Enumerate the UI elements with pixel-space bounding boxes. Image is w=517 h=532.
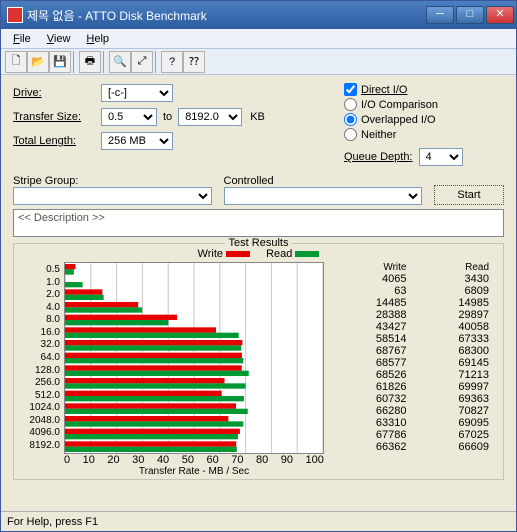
queuedepth-select[interactable]: 4 (419, 148, 463, 166)
menu-help[interactable]: Help (78, 31, 117, 47)
zoom-icon[interactable]: 🔍 (109, 51, 131, 73)
stripegroup-label: Stripe Group: (13, 175, 212, 187)
directio-label: Direct I/O (361, 84, 407, 96)
save-icon[interactable]: 💾 (49, 51, 71, 73)
context-help-icon[interactable]: ⁇ (183, 51, 205, 73)
close-button[interactable]: ✕ (486, 6, 514, 24)
size-from-select[interactable]: 0.5 (101, 108, 157, 126)
data-rows: 4065343063680914485149852838829897434274… (332, 273, 497, 453)
print-icon[interactable]: 🖶 (79, 51, 101, 73)
chart-plot (64, 262, 324, 454)
minimize-button[interactable]: ─ (426, 6, 454, 24)
data-header-read: Read (415, 262, 498, 273)
legend-read-label: Read (266, 248, 292, 260)
menubar: File View Help (1, 29, 516, 49)
results-fieldset: Test Results Write Read 0.51.02.04.08.01… (13, 243, 504, 480)
overlapped-radio[interactable] (344, 113, 357, 126)
legend-write-label: Write (198, 248, 223, 260)
chart-xaxis-label: Transfer Rate - MB / Sec (64, 466, 324, 477)
start-button[interactable]: Start (434, 185, 504, 205)
directio-checkbox[interactable] (344, 83, 357, 96)
maximize-button[interactable]: □ (456, 6, 484, 24)
transfersize-label: Transfer Size: (13, 111, 101, 123)
iocompare-label: I/O Comparison (361, 99, 438, 111)
results-legend: Test Results (225, 237, 293, 249)
iocompare-radio[interactable] (344, 98, 357, 111)
to-label: to (163, 111, 172, 123)
drive-label: Drive: (13, 87, 101, 99)
neither-radio[interactable] (344, 128, 357, 141)
kb-label: KB (250, 111, 265, 123)
legend-write-swatch (226, 251, 250, 257)
controlled-select[interactable] (224, 187, 423, 205)
legend-read-swatch (295, 251, 319, 257)
chart-ylabels: 0.51.02.04.08.016.032.064.0128.0256.0512… (20, 262, 64, 452)
titlebar: 제목 없음 - ATTO Disk Benchmark ─ □ ✕ (1, 1, 516, 29)
overlapped-label: Overlapped I/O (361, 114, 436, 126)
totallength-label: Total Length: (13, 135, 101, 147)
toolbar: 🗋 📂 💾 🖶 🔍 ⤢ ? ⁇ (1, 49, 516, 75)
app-icon (7, 7, 23, 23)
menu-file[interactable]: File (5, 31, 39, 47)
queuedepth-label: Queue Depth: (344, 151, 413, 163)
stripegroup-select[interactable] (13, 187, 212, 205)
new-icon[interactable]: 🗋 (5, 51, 27, 73)
description-box[interactable]: << Description >> (13, 209, 504, 237)
statusbar: For Help, press F1 (1, 511, 516, 531)
controlled-label: Controlled (224, 175, 423, 187)
window-title: 제목 없음 - ATTO Disk Benchmark (27, 7, 426, 24)
drive-select[interactable]: [-c-] (101, 84, 173, 102)
chart-xaxis: 0102030405060708090100 (64, 454, 324, 466)
neither-label: Neither (361, 129, 396, 141)
expand-icon[interactable]: ⤢ (131, 51, 153, 73)
help-icon[interactable]: ? (161, 51, 183, 73)
open-icon[interactable]: 📂 (27, 51, 49, 73)
size-to-select[interactable]: 8192.0 (178, 108, 242, 126)
totallength-select[interactable]: 256 MB (101, 132, 173, 150)
chart-legend: Write Read (20, 248, 497, 260)
client-area: Drive: [-c-] Transfer Size: 0.5 to 8192.… (1, 75, 516, 511)
menu-view[interactable]: View (39, 31, 79, 47)
data-header-write: Write (332, 262, 415, 273)
